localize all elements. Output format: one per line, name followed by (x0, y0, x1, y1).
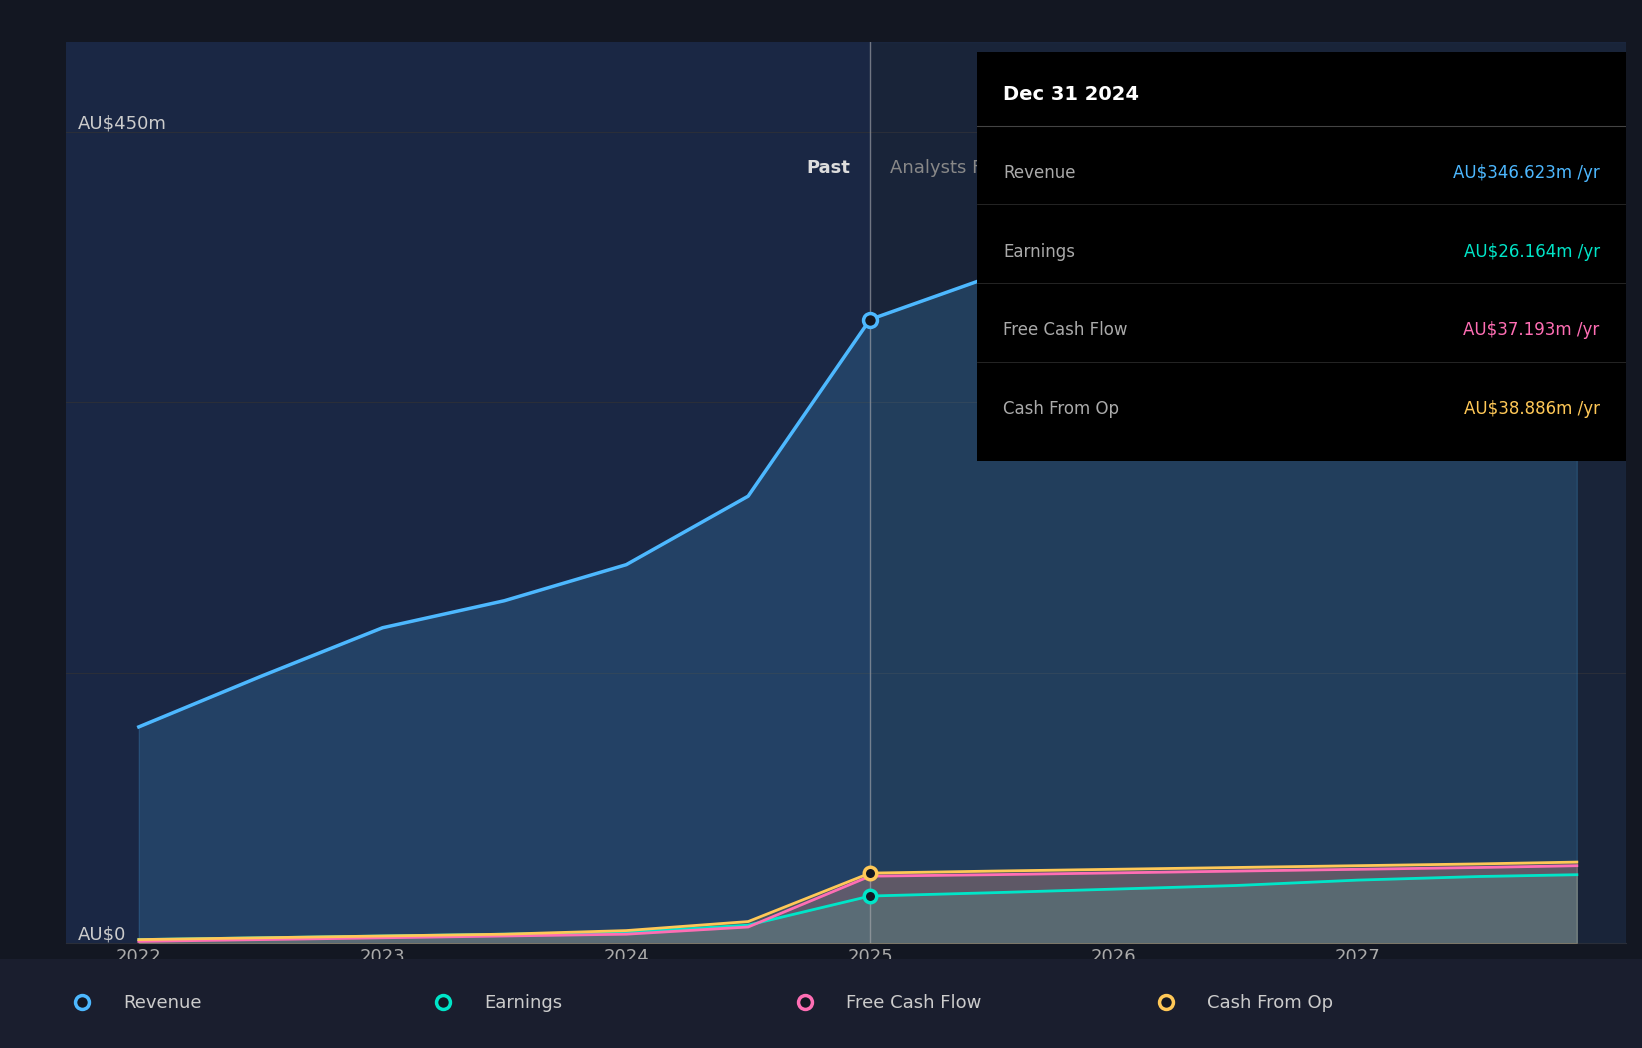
Text: Free Cash Flow: Free Cash Flow (846, 995, 980, 1012)
Text: AU$37.193m /yr: AU$37.193m /yr (1463, 321, 1599, 340)
Text: AU$450m: AU$450m (77, 114, 167, 132)
Text: AU$26.164m /yr: AU$26.164m /yr (1463, 242, 1599, 261)
Text: AU$38.886m /yr: AU$38.886m /yr (1463, 399, 1599, 418)
Text: Past: Past (806, 159, 851, 177)
Text: Dec 31 2024: Dec 31 2024 (1003, 85, 1140, 104)
Bar (870, 42, 1626, 943)
Text: Analysts Forecasts: Analysts Forecasts (890, 159, 1057, 177)
Text: AU$0: AU$0 (77, 925, 126, 943)
Text: Revenue: Revenue (1003, 163, 1076, 182)
Text: Cash From Op: Cash From Op (1003, 399, 1118, 418)
Text: Revenue: Revenue (123, 995, 202, 1012)
Text: Earnings: Earnings (484, 995, 563, 1012)
Text: AU$346.623m /yr: AU$346.623m /yr (1453, 163, 1599, 182)
Text: Free Cash Flow: Free Cash Flow (1003, 321, 1128, 340)
Bar (66, 42, 870, 943)
Text: Cash From Op: Cash From Op (1207, 995, 1333, 1012)
Text: Earnings: Earnings (1003, 242, 1076, 261)
